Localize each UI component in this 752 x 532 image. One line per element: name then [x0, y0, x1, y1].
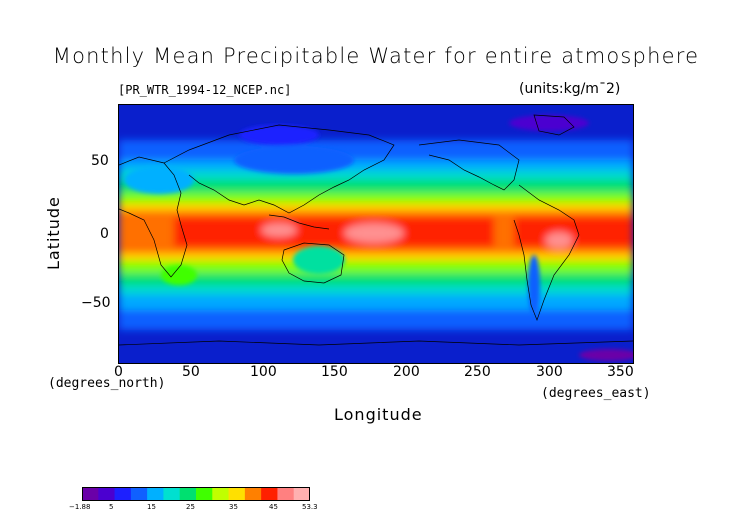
greenland-purple [509, 115, 589, 131]
colorbar-swatch [147, 487, 164, 501]
x-tick: 300 [536, 364, 563, 380]
max-indonesia [261, 223, 297, 237]
band-red-atlantic [514, 217, 633, 247]
colorbar-swatch [114, 487, 132, 501]
coast-antarctica [119, 340, 633, 346]
colorbar-swatch [179, 487, 197, 501]
dry-asia [234, 146, 354, 174]
y-axis-label: Latitude [44, 196, 63, 270]
colorbar-swatch [98, 487, 116, 501]
precipitable-water-map [118, 104, 634, 364]
x-tick: 150 [321, 364, 348, 380]
dry-australia [293, 246, 345, 274]
band-red-pacific [174, 217, 494, 247]
antarctic-purple [579, 349, 633, 361]
colorbar-swatch [293, 487, 310, 501]
coast-eurasia [163, 124, 395, 214]
colorbar-swatch [228, 487, 246, 501]
x-tick: 200 [393, 364, 420, 380]
coast-africa [119, 156, 188, 278]
y-tick: 50 [91, 153, 109, 169]
colorbar-swatch [277, 487, 295, 501]
x-tick: 250 [464, 364, 491, 380]
x-tick: 0 [114, 364, 123, 380]
colorbar-swatch [130, 487, 148, 501]
colorbar-label: 5 [109, 503, 114, 511]
colorbar-label: 45 [269, 503, 278, 511]
coast-australia [281, 242, 345, 284]
y-tick: 0 [100, 226, 109, 242]
x-tick: 350 [607, 364, 634, 380]
coast-south-america [513, 184, 580, 321]
dry-andes [528, 255, 540, 315]
max-amazon [545, 232, 573, 248]
y-tick: −50 [81, 295, 111, 311]
colorbar-swatch [261, 487, 278, 501]
max-pacific [344, 223, 404, 243]
colorbar-swatch [212, 487, 230, 501]
coast-indonesia [268, 214, 330, 230]
dry-tibet [239, 125, 319, 145]
colorbar-label: 35 [229, 503, 238, 511]
x-axis-label: Longitude [334, 405, 423, 424]
colorbar-label: 53.3 [302, 503, 318, 511]
y-unit-label: (degrees_north) [48, 376, 166, 391]
colorbar-label: 15 [147, 503, 156, 511]
map-svg [119, 105, 633, 363]
x-tick: 50 [182, 364, 200, 380]
coast-greenland [533, 114, 575, 136]
colorbar-swatch [196, 487, 213, 501]
x-tick: 100 [250, 364, 277, 380]
file-label: [PR_WTR_1994-12_NCEP.nc] [118, 83, 292, 97]
colorbar [82, 487, 310, 501]
coast-north-america [418, 139, 520, 191]
coastlines [119, 114, 633, 346]
colorbar-swatch [244, 487, 262, 501]
south-africa [161, 265, 197, 285]
dry-sahara [124, 166, 194, 194]
units-label: (units:kg/m¯2) [519, 81, 621, 97]
x-unit-label: (degrees_east) [541, 386, 651, 401]
colorbar-border [82, 487, 310, 501]
chart-title: Monthly Mean Precipitable Water for enti… [52, 44, 700, 68]
colorbar-swatch [82, 487, 99, 501]
colorbar-swatch [163, 487, 181, 501]
colorbar-label: −1.88 [69, 503, 91, 511]
colorbar-label: 25 [186, 503, 195, 511]
